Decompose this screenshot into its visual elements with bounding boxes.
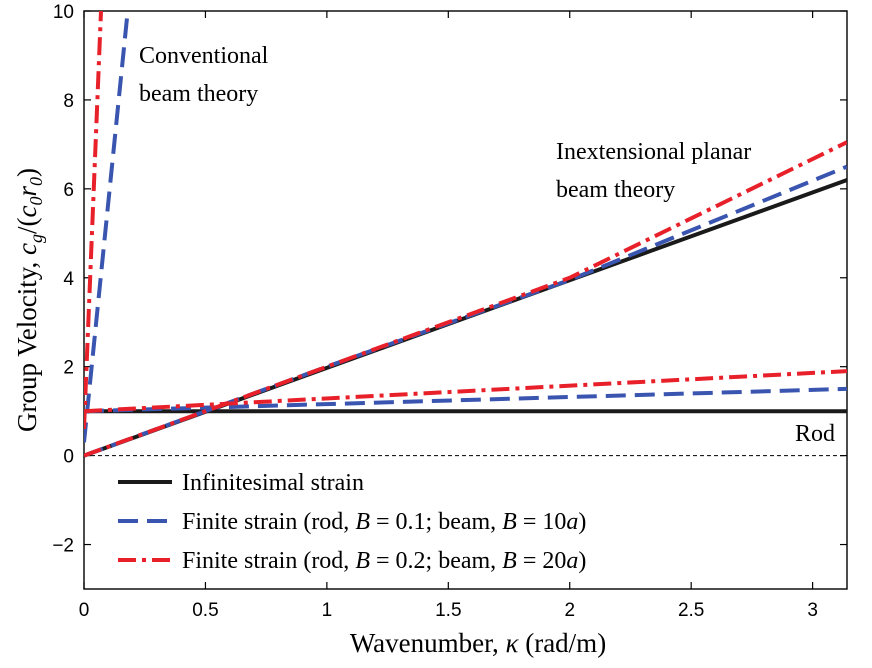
y-tick-label: −2 [52, 536, 74, 557]
x-tick-label: 3 [807, 600, 818, 621]
y-tick-label: 0 [63, 447, 74, 468]
plot-frame [83, 10, 848, 590]
series-rod-finite01 [84, 386, 847, 414]
conventional-label-line2: beam theory [139, 81, 258, 107]
axis-titles: Wavenumber, κ (rad/m) Group Velocity, cg… [12, 168, 606, 658]
x-tick-label: 1 [322, 600, 333, 621]
plot-axes: 0 0.5 1 1.5 2 2.5 3 −2 0 2 4 6 8 10 [52, 2, 848, 621]
y-tick-label: 6 [63, 180, 74, 201]
x-tick-label: 1.5 [435, 600, 461, 621]
x-tick-label: 2 [564, 600, 575, 621]
rod-label: Rod [795, 421, 835, 447]
x-tick-label: 0.5 [192, 600, 218, 621]
series-conventional-finite02 [84, 11, 103, 429]
data-series [84, 11, 847, 458]
series-inextensional-finite01 [84, 164, 847, 458]
annotations: Conventional beam theory Inextensional p… [139, 43, 835, 447]
legend: Infinitesimal strain Finite strain (rod, … [118, 470, 586, 574]
legend-label-finite02: Finite strain (rod, B = 0.2; beam, B = 2… [182, 548, 586, 574]
legend-label-infinitesimal: Infinitesimal strain [182, 470, 364, 496]
series-rod-finite02 [84, 369, 847, 414]
y-tick-label: 8 [63, 91, 74, 112]
x-tick-label: 2.5 [678, 600, 704, 621]
conventional-label-line1: Conventional [139, 43, 269, 69]
y-tick-label: 10 [53, 2, 74, 23]
series-inextensional-finite02 [84, 140, 847, 458]
inextensional-label-line2: beam theory [556, 177, 675, 203]
series-conventional-finite01 [84, 11, 130, 443]
x-tick-label: 0 [79, 600, 90, 621]
inextensional-label-line1: Inextensional planar [556, 139, 751, 165]
x-axis-title: Wavenumber, κ (rad/m) [350, 628, 606, 658]
y-tick-label: 4 [63, 269, 74, 290]
legend-label-finite01: Finite strain (rod, B = 0.1; beam, B = 1… [182, 509, 586, 535]
y-axis-title: Group Velocity, cg/(c0r0) [12, 168, 46, 432]
y-tick-label: 2 [63, 358, 74, 379]
